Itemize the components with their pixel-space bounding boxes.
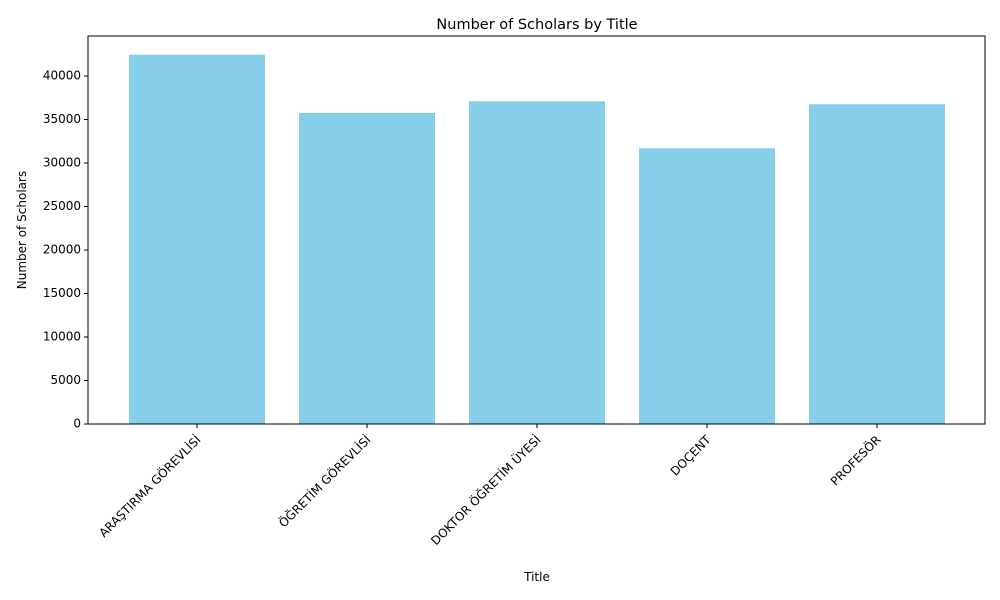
bar <box>639 148 775 424</box>
bar <box>469 101 605 424</box>
y-tick-label: 25000 <box>43 199 81 213</box>
x-tick-label: ÖĞRETİM GÖREVLİSİ <box>275 431 374 530</box>
y-axis-label: Number of Scholars <box>15 171 29 289</box>
y-tick-label: 30000 <box>43 156 81 170</box>
y-tick-label: 40000 <box>43 69 81 83</box>
y-axis: 0 5000 10000 15000 20000 25000 30000 35000 40000 <box>43 69 88 431</box>
y-tick-label: 15000 <box>43 286 81 300</box>
x-axis-label: Title <box>523 570 550 584</box>
bar <box>129 54 265 424</box>
x-tick-label: PROFESÖR <box>826 431 883 488</box>
y-tick-label: 0 <box>73 417 81 431</box>
x-tick-label: ARAŞTIRMA GÖREVLİSİ <box>95 431 204 540</box>
bars-group <box>129 54 945 425</box>
x-tick-label: DOÇENT <box>668 432 714 478</box>
y-tick-label: 5000 <box>50 373 81 387</box>
plot-frame <box>87 35 986 425</box>
y-tick-label: 10000 <box>43 330 81 344</box>
y-tick-label: 35000 <box>43 112 81 126</box>
bar <box>299 112 435 424</box>
x-tick-label: DOKTOR ÖĞRETİM ÜYESİ <box>427 431 544 548</box>
bar <box>809 104 945 425</box>
x-axis: ARAŞTIRMA GÖREVLİSİ ÖĞRETİM GÖREVLİSİ DOKT… <box>95 424 884 548</box>
chart-title: Number of Scholars by Title <box>436 17 637 33</box>
y-tick-label: 20000 <box>43 243 81 257</box>
